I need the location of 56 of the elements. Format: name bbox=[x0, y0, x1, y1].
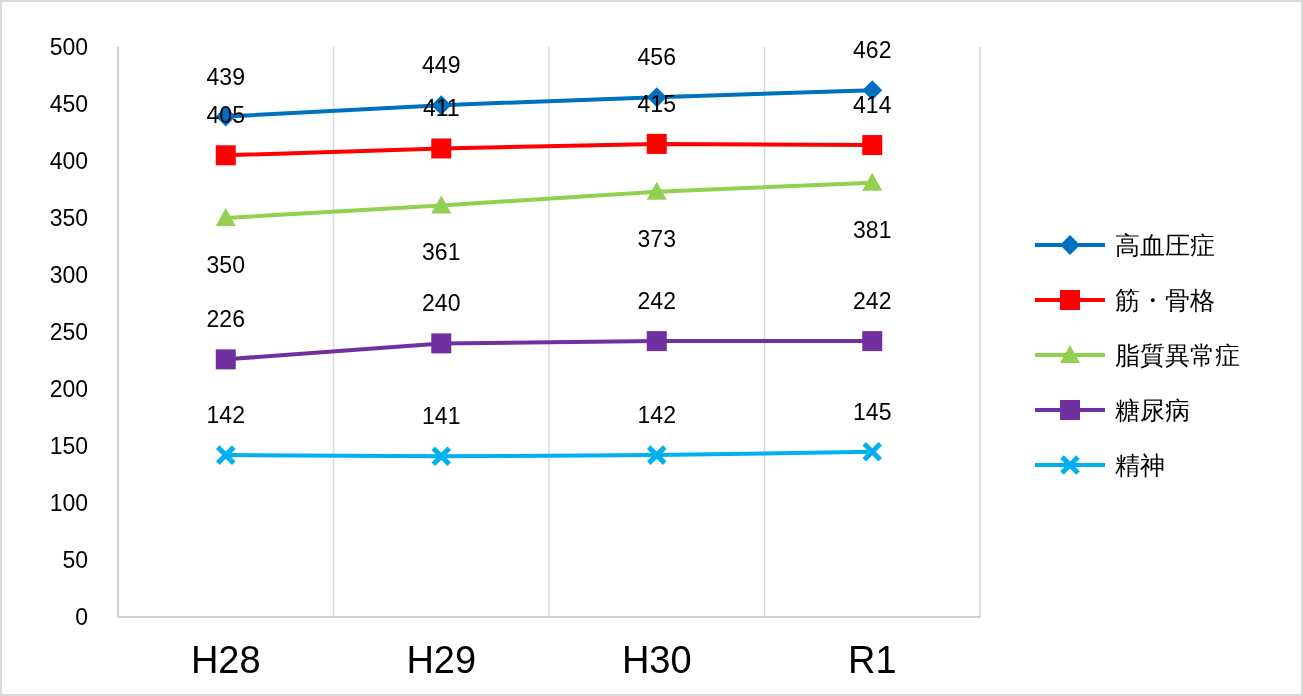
data-label: 373 bbox=[637, 225, 676, 252]
data-label: 439 bbox=[206, 63, 245, 90]
data-label: 141 bbox=[422, 403, 461, 430]
point bbox=[215, 349, 236, 370]
point bbox=[646, 331, 667, 352]
legend-label: 高血圧症 bbox=[1115, 231, 1215, 259]
data-label: 350 bbox=[206, 252, 245, 278]
data-label: 242 bbox=[853, 288, 892, 315]
y-tick-label: 50 bbox=[62, 547, 88, 573]
data-label: 381 bbox=[853, 216, 892, 243]
y-tick-label: 400 bbox=[49, 148, 88, 174]
data-label: 462 bbox=[853, 37, 892, 64]
point bbox=[430, 445, 452, 467]
legend-label: 糖尿病 bbox=[1115, 396, 1190, 424]
legend-label: 精神 bbox=[1115, 451, 1165, 479]
data-label: 456 bbox=[637, 44, 676, 71]
data-label: 449 bbox=[422, 52, 461, 79]
y-tick-label: 350 bbox=[49, 205, 88, 231]
data-label: 242 bbox=[637, 288, 676, 315]
x-tick-label: H30 bbox=[621, 639, 692, 681]
y-tick-label: 300 bbox=[49, 262, 88, 288]
y-tick-label: 450 bbox=[49, 91, 88, 117]
x-tick-label: R1 bbox=[847, 639, 897, 681]
point bbox=[215, 444, 237, 466]
point bbox=[215, 145, 236, 166]
point bbox=[215, 208, 236, 226]
data-label: 145 bbox=[853, 398, 892, 425]
data-label: 226 bbox=[206, 306, 245, 333]
legend-label: 筋・骨格 bbox=[1115, 286, 1215, 314]
point bbox=[431, 138, 452, 159]
data-label: 361 bbox=[422, 239, 461, 266]
data-label: 142 bbox=[206, 402, 245, 429]
y-tick-label: 150 bbox=[49, 433, 88, 459]
point bbox=[646, 133, 667, 154]
y-tick-label: 0 bbox=[75, 604, 88, 630]
data-label: 414 bbox=[853, 92, 892, 119]
y-tick-label: 200 bbox=[49, 376, 88, 402]
y-tick-label: 250 bbox=[49, 319, 88, 345]
data-label: 240 bbox=[422, 290, 461, 317]
point bbox=[861, 441, 883, 463]
data-label: 142 bbox=[637, 402, 676, 429]
y-tick-label: 500 bbox=[49, 34, 88, 60]
y-tick-label: 100 bbox=[49, 490, 88, 516]
x-tick-label: H28 bbox=[190, 639, 261, 681]
精神: 142 141 142 145 bbox=[206, 398, 892, 467]
point bbox=[646, 181, 667, 200]
point bbox=[862, 172, 883, 191]
脂質異常症: 350 361 373 381 bbox=[206, 172, 892, 278]
point bbox=[646, 444, 668, 466]
糖尿病: 226 240 242 242 bbox=[206, 288, 892, 370]
point bbox=[862, 135, 883, 156]
point bbox=[431, 195, 452, 214]
legend-label: 脂質異常症 bbox=[1115, 341, 1240, 369]
point bbox=[431, 333, 452, 354]
point bbox=[862, 331, 883, 352]
x-tick-label: H29 bbox=[406, 639, 477, 681]
